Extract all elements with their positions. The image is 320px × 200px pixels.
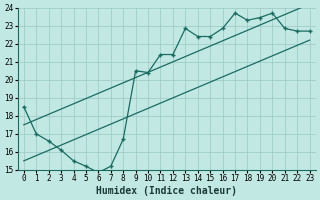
X-axis label: Humidex (Indice chaleur): Humidex (Indice chaleur) — [96, 186, 237, 196]
